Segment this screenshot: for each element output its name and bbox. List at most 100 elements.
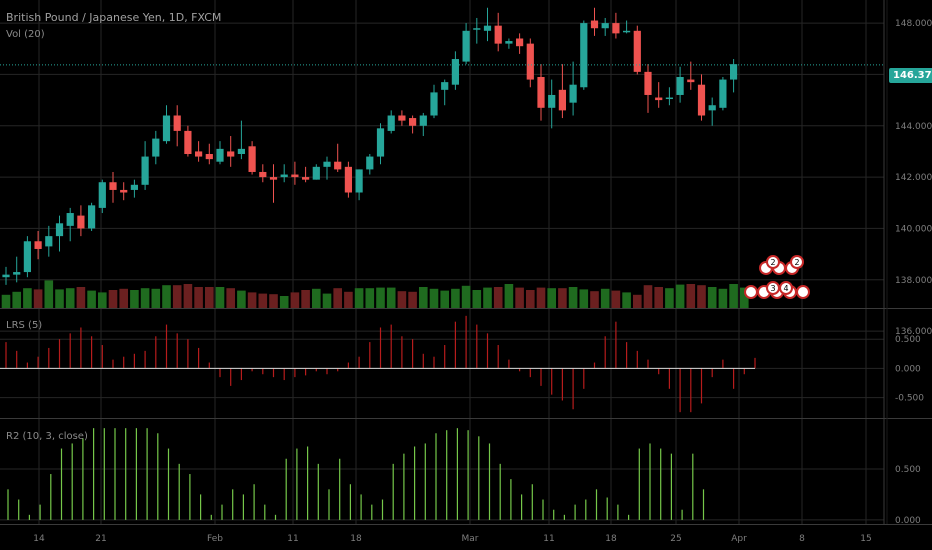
candles[interactable]	[2, 7, 738, 285]
volume-bar	[183, 284, 193, 308]
candle	[323, 156, 331, 180]
candle	[558, 64, 566, 119]
candle-body	[334, 161, 342, 170]
y-tick-label: -0.500	[895, 394, 924, 404]
candle-body	[280, 174, 288, 178]
candle-body	[227, 151, 235, 157]
candle-body	[537, 77, 545, 108]
candle	[655, 82, 663, 108]
y-tick-label: 0.500	[895, 335, 921, 345]
r2-label: R2 (10, 3, close)	[6, 431, 88, 442]
candle-body	[302, 177, 310, 180]
volume-bar	[718, 288, 728, 308]
volume-bar	[504, 284, 514, 308]
volume-bar	[461, 285, 471, 308]
candle	[451, 51, 459, 90]
candle	[259, 164, 267, 183]
candle	[526, 38, 534, 88]
volume-bar	[536, 287, 546, 308]
event-flag: 2	[766, 255, 780, 269]
candle	[601, 17, 609, 36]
x-tick-label: 14	[33, 534, 45, 544]
volume-bar	[247, 292, 257, 308]
candle-body	[708, 105, 716, 111]
event-flag	[796, 285, 810, 299]
candle	[708, 97, 716, 126]
x-tick-label: 18	[605, 534, 617, 544]
x-tick-label: 11	[287, 534, 298, 544]
candle	[430, 84, 438, 119]
candle	[291, 161, 299, 185]
volume-bar	[12, 291, 21, 308]
y-tick-label: 148.000	[895, 19, 932, 29]
y-tick-label: 0.000	[895, 516, 921, 526]
candle	[98, 179, 106, 214]
volume-bar	[237, 290, 246, 308]
candle-body	[55, 223, 64, 237]
volume-bar	[451, 288, 460, 308]
candle	[473, 17, 481, 44]
candle-body	[462, 30, 470, 62]
candle	[130, 179, 138, 198]
candle	[676, 66, 684, 103]
candle-body	[248, 146, 256, 172]
candle-body	[398, 115, 406, 121]
volume-bar	[130, 290, 139, 308]
candle-body	[419, 115, 427, 126]
candle-body	[387, 115, 395, 131]
candle	[2, 266, 10, 285]
candle	[612, 12, 620, 39]
x-tick-label: Mar	[462, 534, 479, 544]
candle	[730, 59, 738, 93]
y-tick-label: 140.000	[895, 224, 932, 234]
candle	[344, 161, 352, 198]
volume-bar	[301, 290, 310, 308]
candle-body	[291, 174, 299, 178]
candle-body	[719, 79, 727, 108]
volume-bar	[568, 287, 578, 308]
volume-bar	[419, 287, 428, 308]
candle	[590, 7, 599, 36]
x-tick-label: 25	[670, 534, 681, 544]
volume-bar	[108, 290, 118, 308]
volume-bar	[386, 287, 396, 308]
event-flags[interactable]: 2 2 43	[744, 255, 810, 299]
x-tick-label: Feb	[207, 534, 223, 544]
candle-body	[612, 23, 620, 34]
chart-title: British Pound / Japanese Yen, 1D, FXCM	[6, 11, 222, 24]
candle-body	[451, 59, 459, 85]
volume-bar	[440, 290, 449, 308]
volume-bar	[279, 296, 289, 308]
volume-bar	[87, 290, 96, 308]
candle	[398, 110, 406, 126]
candle	[120, 182, 128, 201]
candle	[441, 79, 449, 106]
y-tick-label: 142.000	[895, 173, 932, 183]
candle-body	[355, 169, 363, 193]
flag-count: 2	[794, 258, 799, 267]
candle-body	[109, 182, 117, 190]
candle-body	[548, 94, 556, 108]
volume-bar	[590, 291, 599, 308]
volume-bar	[290, 292, 300, 308]
candle-body	[195, 151, 203, 157]
volume-bar	[397, 291, 407, 308]
candle-body	[162, 115, 171, 142]
volume-bar	[215, 287, 225, 308]
candle-body	[66, 213, 74, 226]
volume-bar	[354, 288, 364, 308]
candle-body	[45, 236, 53, 247]
volume-bar	[600, 288, 610, 308]
candle	[494, 12, 502, 52]
candle-body	[269, 177, 278, 180]
candle-body	[344, 166, 352, 193]
candle	[697, 74, 706, 121]
candle	[269, 164, 278, 203]
volume-bar	[493, 287, 503, 308]
candle	[334, 143, 342, 172]
candle-body	[323, 161, 331, 167]
candle-body	[152, 138, 160, 157]
candle	[633, 25, 641, 75]
volume-bar	[429, 288, 439, 308]
